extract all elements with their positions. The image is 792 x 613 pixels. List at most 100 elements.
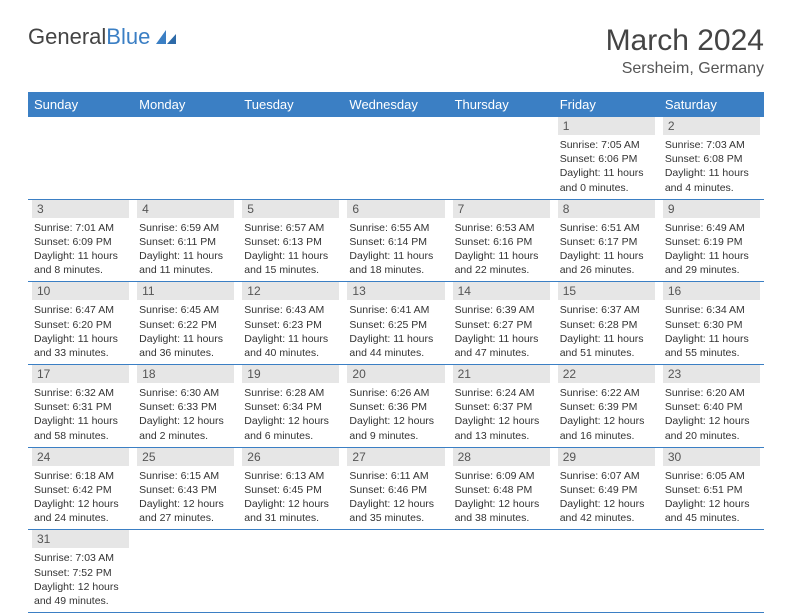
- column-header: Sunday: [28, 92, 133, 117]
- day-cell: 16 Sunrise: 6:34 AMSunset: 6:30 PMDayligh…: [659, 282, 764, 365]
- day-number: 3: [32, 200, 129, 218]
- day-cell: 5Sunrise: 6:57 AMSunset: 6:13 PMDaylight…: [238, 199, 343, 282]
- day-number: 23: [663, 365, 760, 383]
- day-info: Sunrise: 6:24 AMSunset: 6:37 PMDaylight:…: [453, 386, 550, 443]
- calendar-row: 17 Sunrise: 6:32 AMSunset: 6:31 PMDayligh…: [28, 365, 764, 448]
- day-cell: 11Sunrise: 6:45 AMSunset: 6:22 PMDayligh…: [133, 282, 238, 365]
- empty-cell: [133, 117, 238, 199]
- day-info: Sunrise: 6:15 AMSunset: 6:43 PMDaylight:…: [137, 469, 234, 526]
- day-info: Sunrise: 6:53 AMSunset: 6:16 PMDaylight:…: [453, 221, 550, 278]
- day-info: Sunrise: 6:57 AMSunset: 6:13 PMDaylight:…: [242, 221, 339, 278]
- day-cell: 4 Sunrise: 6:59 AMSunset: 6:11 PMDaylight…: [133, 199, 238, 282]
- day-number: 20: [347, 365, 444, 383]
- day-cell: 28 Sunrise: 6:09 AMSunset: 6:48 PMDayligh…: [449, 447, 554, 530]
- day-info: Sunrise: 6:43 AMSunset: 6:23 PMDaylight:…: [242, 303, 339, 360]
- day-cell: 1Sunrise: 7:05 AMSunset: 6:06 PMDaylight…: [554, 117, 659, 199]
- day-info: Sunrise: 6:13 AMSunset: 6:45 PMDaylight:…: [242, 469, 339, 526]
- day-cell: 8Sunrise: 6:51 AMSunset: 6:17 PMDaylight…: [554, 199, 659, 282]
- logo-sail-icon: [154, 28, 178, 46]
- day-number: 7: [453, 200, 550, 218]
- day-info: Sunrise: 6:34 AMSunset: 6:30 PMDaylight:…: [663, 303, 760, 360]
- day-cell: 18Sunrise: 6:30 AMSunset: 6:33 PMDayligh…: [133, 365, 238, 448]
- day-cell: 6Sunrise: 6:55 AMSunset: 6:14 PMDaylight…: [343, 199, 448, 282]
- day-cell: 19Sunrise: 6:28 AMSunset: 6:34 PMDayligh…: [238, 365, 343, 448]
- day-info: Sunrise: 7:03 AMSunset: 6:08 PMDaylight:…: [663, 138, 760, 195]
- empty-cell: [449, 530, 554, 613]
- day-info: Sunrise: 6:22 AMSunset: 6:39 PMDaylight:…: [558, 386, 655, 443]
- calendar-body: 1Sunrise: 7:05 AMSunset: 6:06 PMDaylight…: [28, 117, 764, 613]
- column-header: Thursday: [449, 92, 554, 117]
- day-cell: 30 Sunrise: 6:05 AMSunset: 6:51 PMDayligh…: [659, 447, 764, 530]
- empty-cell: [343, 117, 448, 199]
- column-header: Friday: [554, 92, 659, 117]
- day-info: Sunrise: 6:59 AMSunset: 6:11 PMDaylight:…: [137, 221, 234, 278]
- day-info: Sunrise: 6:05 AMSunset: 6:51 PMDaylight:…: [663, 469, 760, 526]
- day-number: 27: [347, 448, 444, 466]
- day-number: 11: [137, 282, 234, 300]
- calendar-head: SundayMondayTuesdayWednesdayThursdayFrid…: [28, 92, 764, 117]
- column-header: Wednesday: [343, 92, 448, 117]
- day-cell: 24Sunrise: 6:18 AMSunset: 6:42 PMDayligh…: [28, 447, 133, 530]
- day-number: 10: [32, 282, 129, 300]
- day-info: Sunrise: 6:37 AMSunset: 6:28 PMDaylight:…: [558, 303, 655, 360]
- day-number: 15: [558, 282, 655, 300]
- day-info: Sunrise: 6:41 AMSunset: 6:25 PMDaylight:…: [347, 303, 444, 360]
- calendar-row: 3Sunrise: 7:01 AMSunset: 6:09 PMDaylight…: [28, 199, 764, 282]
- day-number: 17: [32, 365, 129, 383]
- day-number: 1: [558, 117, 655, 135]
- day-number: 4: [137, 200, 234, 218]
- day-number: 28: [453, 448, 550, 466]
- day-cell: 9Sunrise: 6:49 AMSunset: 6:19 PMDaylight…: [659, 199, 764, 282]
- title-block: March 2024 Sersheim, Germany: [606, 24, 764, 78]
- logo-text-1: General: [28, 24, 106, 50]
- day-cell: 27 Sunrise: 6:11 AMSunset: 6:46 PMDayligh…: [343, 447, 448, 530]
- day-cell: 20Sunrise: 6:26 AMSunset: 6:36 PMDayligh…: [343, 365, 448, 448]
- calendar-row: 31Sunrise: 7:03 AMSunset: 7:52 PMDayligh…: [28, 530, 764, 613]
- day-number: 22: [558, 365, 655, 383]
- day-number: 26: [242, 448, 339, 466]
- day-cell: 7 Sunrise: 6:53 AMSunset: 6:16 PMDaylight…: [449, 199, 554, 282]
- day-cell: 10 Sunrise: 6:47 AMSunset: 6:20 PMDayligh…: [28, 282, 133, 365]
- day-info: Sunrise: 6:39 AMSunset: 6:27 PMDaylight:…: [453, 303, 550, 360]
- day-number: 25: [137, 448, 234, 466]
- day-info: Sunrise: 6:11 AMSunset: 6:46 PMDaylight:…: [347, 469, 444, 526]
- day-cell: 21Sunrise: 6:24 AMSunset: 6:37 PMDayligh…: [449, 365, 554, 448]
- day-info: Sunrise: 6:32 AMSunset: 6:31 PMDaylight:…: [32, 386, 129, 443]
- day-number: 12: [242, 282, 339, 300]
- day-cell: 17 Sunrise: 6:32 AMSunset: 6:31 PMDayligh…: [28, 365, 133, 448]
- calendar-row: 1Sunrise: 7:05 AMSunset: 6:06 PMDaylight…: [28, 117, 764, 199]
- day-cell: 12 Sunrise: 6:43 AMSunset: 6:23 PMDayligh…: [238, 282, 343, 365]
- empty-cell: [659, 530, 764, 613]
- day-number: 24: [32, 448, 129, 466]
- day-number: 30: [663, 448, 760, 466]
- calendar-row: 10 Sunrise: 6:47 AMSunset: 6:20 PMDayligh…: [28, 282, 764, 365]
- day-cell: 25 Sunrise: 6:15 AMSunset: 6:43 PMDayligh…: [133, 447, 238, 530]
- month-title: March 2024: [606, 24, 764, 58]
- logo-text-2: Blue: [106, 24, 150, 50]
- day-info: Sunrise: 6:07 AMSunset: 6:49 PMDaylight:…: [558, 469, 655, 526]
- column-header: Monday: [133, 92, 238, 117]
- day-info: Sunrise: 6:20 AMSunset: 6:40 PMDaylight:…: [663, 386, 760, 443]
- day-cell: 23 Sunrise: 6:20 AMSunset: 6:40 PMDayligh…: [659, 365, 764, 448]
- day-info: Sunrise: 6:47 AMSunset: 6:20 PMDaylight:…: [32, 303, 129, 360]
- empty-cell: [238, 117, 343, 199]
- day-number: 2: [663, 117, 760, 135]
- day-number: 29: [558, 448, 655, 466]
- day-number: 9: [663, 200, 760, 218]
- column-header: Tuesday: [238, 92, 343, 117]
- location: Sersheim, Germany: [606, 60, 764, 78]
- day-number: 31: [32, 530, 129, 548]
- day-cell: 29 Sunrise: 6:07 AMSunset: 6:49 PMDayligh…: [554, 447, 659, 530]
- day-info: Sunrise: 6:28 AMSunset: 6:34 PMDaylight:…: [242, 386, 339, 443]
- day-number: 13: [347, 282, 444, 300]
- calendar-row: 24Sunrise: 6:18 AMSunset: 6:42 PMDayligh…: [28, 447, 764, 530]
- day-info: Sunrise: 6:09 AMSunset: 6:48 PMDaylight:…: [453, 469, 550, 526]
- day-cell: 14Sunrise: 6:39 AMSunset: 6:27 PMDayligh…: [449, 282, 554, 365]
- empty-cell: [449, 117, 554, 199]
- day-cell: 22 Sunrise: 6:22 AMSunset: 6:39 PMDayligh…: [554, 365, 659, 448]
- day-number: 6: [347, 200, 444, 218]
- day-number: 16: [663, 282, 760, 300]
- day-number: 18: [137, 365, 234, 383]
- empty-cell: [238, 530, 343, 613]
- logo: GeneralBlue: [28, 24, 178, 50]
